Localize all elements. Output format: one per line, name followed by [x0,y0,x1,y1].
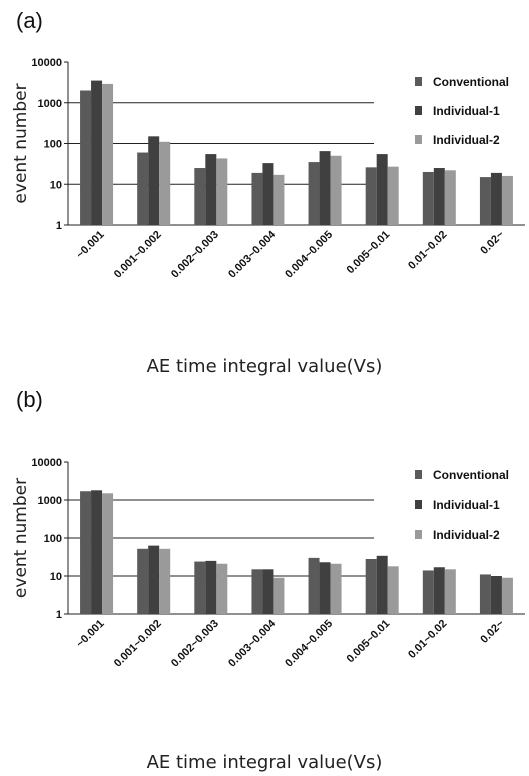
bar-individual-1 [319,562,331,614]
y-axis-title: event number [11,478,31,598]
bar-individual-1 [376,154,388,225]
x-axis-label: AE time integral value(Vs) [146,356,383,377]
bar-individual-1 [262,569,274,614]
bar-individual-2 [216,158,228,225]
bar-individual-2 [273,577,285,614]
bar-individual-1 [433,168,445,225]
bar-conventional [194,561,206,614]
panel-label: (b) [16,387,43,412]
bar-individual-2 [501,175,513,225]
x-tick-label: 0.003~0.004 [226,228,279,281]
legend-swatch [415,530,422,539]
x-tick-label: 0.001~0.002 [112,618,164,670]
bar-conventional [365,167,377,225]
x-tick-label: ~0.001 [74,618,106,650]
bar-conventional [479,574,491,614]
y-tick-label: 10 [50,179,62,191]
bar-individual-2 [102,493,114,614]
chart-panel-a: (a) 1 10 100 1000 10000 event number ~0.001 0.0… [11,8,525,377]
bar-individual-1 [205,560,217,614]
bar-conventional [479,177,491,225]
bar-conventional [194,168,206,225]
legend-swatch [415,106,422,115]
x-tick-label: 0.02~ [478,617,507,646]
panel-label: (a) [16,8,43,33]
bar-conventional [308,557,320,614]
x-tick-label: ~0.001 [74,229,106,261]
legend-label: Conventional [433,75,509,89]
y-tick-label: 100 [44,533,62,545]
y-axis-title: event number [11,83,31,203]
bar-individual-1 [319,151,331,225]
y-tick-label: 10000 [31,457,62,469]
x-tick-label: 0.004~0.005 [283,618,335,670]
bar-individual-2 [444,170,456,225]
bar-individual-2 [159,141,171,225]
y-tick-label: 10 [50,571,62,583]
bar-individual-1 [433,567,445,614]
bar-conventional [422,171,434,225]
x-tick-label: 0.005~0.01 [345,618,393,666]
bar-individual-2 [330,155,342,225]
bar-conventional [251,172,263,225]
y-tick-label: 1 [56,220,62,232]
x-tick-label: 0.003~0.004 [226,617,279,670]
bar-conventional [80,491,92,614]
y-tick-label: 1 [56,609,62,621]
legend-label: Conventional [433,468,509,482]
y-tick-label: 1000 [38,495,62,507]
bar-individual-2 [501,577,513,614]
bar-individual-2 [102,83,114,225]
legend-label: Individual-2 [433,133,500,147]
bar-conventional [308,162,320,225]
x-tick-label: 0.02~ [478,228,507,257]
chart-panel-b: (b) 1 10 100 1000 10000 event number ~0.001 0.0… [0,387,529,776]
bar-individual-1 [91,80,103,225]
x-tick-label: 0.002~0.003 [169,229,221,281]
legend-label: Individual-1 [433,498,500,512]
x-tick-label: 0.01~0.02 [406,229,449,272]
bar-conventional [137,152,149,225]
bar-individual-1 [262,163,274,225]
x-tick-label: 0.01~0.02 [406,618,449,661]
bar-conventional [365,559,377,614]
bar-conventional [251,569,263,614]
chart-a-plot: 1 10 100 1000 10000 event number ~0.001 0.001~0… [11,57,525,281]
x-tick-label: 0.001~0.002 [112,229,164,281]
legend-swatch [415,135,422,144]
legend-swatch [415,77,422,86]
bar-individual-1 [205,154,217,225]
bar-individual-2 [387,566,399,614]
bar-individual-2 [273,174,285,225]
bar-individual-2 [216,563,228,614]
bar-individual-1 [148,545,160,614]
bar-individual-1 [376,555,388,614]
x-tick-label: 0.002~0.003 [169,618,221,670]
bar-individual-2 [159,548,171,614]
bar-individual-2 [444,569,456,614]
y-tick-label: 100 [44,139,62,151]
y-tick-label: 10000 [31,57,62,69]
x-axis-label: AE time integral value(Vs) [146,752,383,773]
bar-conventional [422,570,434,614]
y-tick-label: 1000 [38,98,62,110]
legend-swatch [415,470,422,479]
bar-individual-2 [387,166,399,225]
legend-swatch [415,500,422,509]
legend-label: Individual-2 [433,528,500,542]
bar-individual-1 [148,136,160,225]
legend-label: Individual-1 [433,104,500,118]
bar-individual-1 [490,576,502,614]
bar-conventional [137,548,149,614]
bar-individual-2 [330,563,342,614]
x-tick-label: 0.005~0.01 [345,229,393,277]
bar-conventional [80,90,92,225]
x-tick-label: 0.004~0.005 [283,229,335,281]
bar-individual-1 [490,172,502,225]
bar-individual-1 [91,490,103,614]
